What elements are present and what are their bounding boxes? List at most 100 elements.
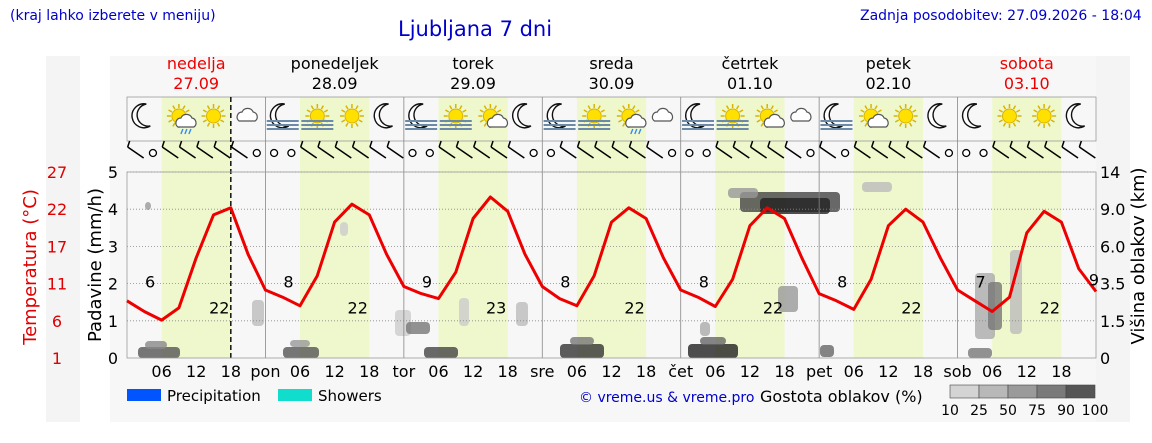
- sun-cloud-icon: [478, 104, 509, 128]
- wind-barb: [455, 140, 473, 159]
- wind-barb: [438, 140, 456, 159]
- density-swatch: [978, 384, 1009, 399]
- x-tick: 12: [1017, 362, 1037, 381]
- cloud-patch: [968, 348, 992, 358]
- sun-rain-icon: [616, 104, 647, 135]
- wind-barb: [230, 140, 248, 159]
- wind-barb: [646, 140, 664, 159]
- calm-circle: [962, 148, 971, 158]
- daylight-band: [576, 97, 647, 358]
- sun-rain-icon: [166, 104, 197, 135]
- day-date: 02.10: [865, 74, 911, 93]
- precip-swatch: [127, 389, 161, 401]
- moon-icon: [512, 103, 532, 129]
- wind-barb: [1044, 140, 1062, 159]
- showers-legend-label: Showers: [318, 387, 382, 405]
- calm-circle: [529, 148, 538, 158]
- temp-tick: 22: [47, 200, 67, 219]
- density-tick: 75: [1028, 403, 1046, 419]
- day-name: sreda: [589, 54, 633, 73]
- precip-tick: 1: [108, 312, 118, 331]
- wind-barb: [507, 140, 525, 159]
- temp-axis-label: Temperatura (°C): [20, 189, 41, 346]
- temp-label: 7: [976, 273, 986, 292]
- wind-barb: [559, 140, 577, 159]
- wind-barb: [213, 140, 231, 159]
- x-tick: pon: [250, 362, 280, 381]
- region-note[interactable]: (kraj lahko izberete v meniju): [10, 8, 216, 24]
- x-tick: 06: [705, 362, 725, 381]
- density-swatch: [1007, 384, 1038, 399]
- wind-barb: [628, 140, 646, 159]
- moon-icon: [961, 103, 982, 129]
- x-tick: pet: [806, 362, 832, 381]
- x-tick: 18: [497, 362, 517, 381]
- density-tick: 10: [941, 403, 959, 419]
- daylight-band: [300, 97, 370, 358]
- density-swatch: [1036, 384, 1067, 399]
- moon-fog-icon: [820, 103, 853, 130]
- x-tick: 18: [1051, 362, 1071, 381]
- calm-circle: [667, 148, 677, 158]
- sun-cloud-icon: [755, 104, 785, 128]
- cloud-icon: [651, 107, 674, 122]
- precip-axis-label: Padavine (mm/h): [85, 188, 106, 342]
- temp-label: 22: [1040, 299, 1060, 318]
- wind-barb: [1009, 140, 1027, 159]
- x-tick: 18: [636, 362, 656, 381]
- cloud-patch: [283, 347, 319, 358]
- density-swatch: [949, 384, 980, 399]
- cloud-patch: [406, 322, 430, 334]
- wind-barb: [767, 140, 785, 159]
- day-name: četrtek: [721, 54, 779, 73]
- right-strip: [1096, 56, 1130, 422]
- wind-barb: [299, 140, 318, 159]
- x-tick: 18: [913, 362, 933, 381]
- x-tick: čet: [668, 362, 693, 381]
- moon-fog-icon: [266, 103, 299, 130]
- calm-circle: [702, 148, 711, 158]
- precip-tick: 3: [108, 237, 118, 256]
- cloud-icon: [790, 107, 812, 122]
- density-tick: 25: [970, 403, 988, 419]
- cloud-patch: [290, 340, 310, 347]
- moon-fog-icon: [405, 103, 438, 130]
- wind-barb: [576, 140, 594, 159]
- cloud-patch: [516, 302, 528, 326]
- page-title: Ljubljana 7 dni: [398, 17, 553, 41]
- precip-tick: 0: [108, 349, 118, 368]
- cloud-patch: [760, 198, 830, 214]
- calm-circle: [979, 148, 988, 158]
- sun-icon: [201, 104, 226, 128]
- temp-label: 9: [1089, 270, 1099, 289]
- temp-label: 22: [348, 299, 368, 318]
- copyright-link[interactable]: © vreme.us & vreme.pro: [579, 390, 754, 406]
- calm-circle: [287, 148, 296, 158]
- x-tick: 06: [567, 362, 587, 381]
- daylight-band: [438, 97, 508, 358]
- calm-circle: [425, 148, 434, 158]
- wind-barb: [715, 140, 733, 159]
- temp-label: 22: [209, 299, 229, 318]
- temp-tick: 11: [47, 275, 67, 294]
- wind-barb: [386, 140, 404, 159]
- wind-barb: [1078, 140, 1096, 159]
- calm-circle: [252, 148, 261, 158]
- day-name: ponedeljek: [291, 54, 380, 73]
- x-tick: 18: [774, 362, 794, 381]
- cloud-height-tick: 3.5: [1100, 275, 1125, 294]
- x-tick: sre: [530, 362, 554, 381]
- calm-circle: [148, 148, 158, 158]
- day-name: sobota: [1000, 54, 1054, 73]
- sun-icon: [893, 104, 918, 128]
- day-name: nedelja: [167, 54, 226, 73]
- day-name: torek: [452, 54, 494, 73]
- cloud-patch: [778, 286, 798, 312]
- wind-barb: [317, 140, 335, 159]
- showers-swatch: [278, 389, 312, 401]
- cloud-height-tick: 0: [1100, 349, 1110, 368]
- moon-icon: [927, 103, 947, 129]
- wind-barb: [992, 140, 1010, 159]
- precip-tick: 2: [108, 275, 118, 294]
